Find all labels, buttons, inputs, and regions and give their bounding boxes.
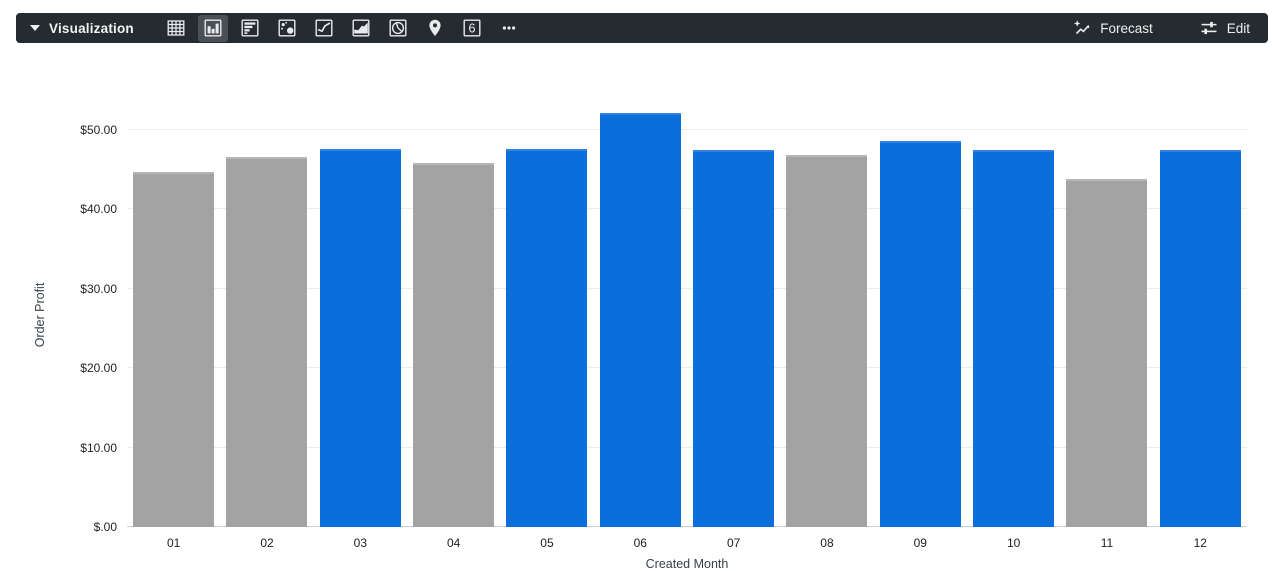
x-tick-label: 12 xyxy=(1154,536,1247,550)
bar-12[interactable] xyxy=(1160,150,1241,527)
x-tick-label: 07 xyxy=(687,536,780,550)
y-axis-tick-labels: $.00$10.00$20.00$30.00$40.00$50.00 xyxy=(0,103,117,527)
chart-type-scatter-button[interactable] xyxy=(272,15,302,42)
bar-band xyxy=(314,103,407,527)
x-tick-label: 10 xyxy=(967,536,1060,550)
chart-type-bar-button[interactable] xyxy=(235,15,265,42)
more-chart-types-button[interactable] xyxy=(494,15,524,42)
forecast-label: Forecast xyxy=(1100,21,1153,36)
bar-series xyxy=(127,103,1247,527)
column-chart-icon xyxy=(202,17,224,39)
bar-04[interactable] xyxy=(413,163,494,527)
bar-band xyxy=(407,103,500,527)
bar-07[interactable] xyxy=(693,150,774,527)
line-chart-icon xyxy=(313,17,335,39)
bar-band xyxy=(874,103,967,527)
area-chart-icon xyxy=(350,17,372,39)
visualization-collapse-toggle[interactable]: Visualization xyxy=(30,21,134,36)
x-tick-label: 09 xyxy=(874,536,967,550)
bar-band xyxy=(967,103,1060,527)
chart-type-map-button[interactable] xyxy=(420,15,450,42)
bar-chart: Order Profit $.00$10.00$20.00$30.00$40.0… xyxy=(0,43,1272,560)
bar-band xyxy=(500,103,593,527)
chart-type-line-button[interactable] xyxy=(309,15,339,42)
forecast-icon xyxy=(1072,18,1092,38)
x-tick-label: 03 xyxy=(314,536,407,550)
chart-type-column-button[interactable] xyxy=(198,15,228,42)
bar-band xyxy=(1060,103,1153,527)
single-value-icon: 6 xyxy=(461,17,483,39)
chart-type-pie-button[interactable] xyxy=(383,15,413,42)
bar-10[interactable] xyxy=(973,150,1054,527)
bar-06[interactable] xyxy=(600,113,681,527)
plot-area xyxy=(127,103,1247,527)
ellipsis-icon xyxy=(498,17,520,39)
bar-band xyxy=(220,103,313,527)
x-tick-label: 05 xyxy=(500,536,593,550)
chart-type-table-button[interactable] xyxy=(161,15,191,42)
x-tick-label: 01 xyxy=(127,536,220,550)
map-pin-icon xyxy=(424,17,446,39)
bar-05[interactable] xyxy=(506,149,587,527)
bar-03[interactable] xyxy=(320,149,401,527)
visualization-title: Visualization xyxy=(49,21,134,36)
horizontal-bar-chart-icon xyxy=(239,17,261,39)
bar-09[interactable] xyxy=(880,141,961,527)
svg-text:6: 6 xyxy=(468,21,475,35)
table-icon xyxy=(165,17,187,39)
chart-type-picker: 6 xyxy=(161,15,524,42)
bar-band xyxy=(594,103,687,527)
bar-01[interactable] xyxy=(133,172,214,527)
bar-02[interactable] xyxy=(226,157,307,527)
x-axis-title: Created Month xyxy=(127,557,1247,571)
bar-band xyxy=(127,103,220,527)
forecast-button[interactable]: Forecast xyxy=(1072,18,1153,38)
visualization-toolbar: Visualization xyxy=(16,13,1268,43)
y-tick-label: $10.00 xyxy=(0,442,117,454)
edit-settings-icon xyxy=(1199,18,1219,38)
bar-11[interactable] xyxy=(1066,179,1147,527)
y-tick-label: $20.00 xyxy=(0,362,117,374)
x-tick-label: 11 xyxy=(1060,536,1153,550)
chart-type-single-value-button[interactable]: 6 xyxy=(457,15,487,42)
bar-08[interactable] xyxy=(786,155,867,527)
x-tick-label: 04 xyxy=(407,536,500,550)
chart-type-area-button[interactable] xyxy=(346,15,376,42)
x-tick-label: 08 xyxy=(780,536,873,550)
edit-label: Edit xyxy=(1227,21,1250,36)
pie-chart-icon xyxy=(387,17,409,39)
caret-down-icon xyxy=(30,25,40,31)
x-tick-label: 06 xyxy=(594,536,687,550)
bar-band xyxy=(780,103,873,527)
bar-band xyxy=(1154,103,1247,527)
y-tick-label: $30.00 xyxy=(0,283,117,295)
y-tick-label: $.00 xyxy=(0,521,117,533)
bar-band xyxy=(687,103,780,527)
x-tick-label: 02 xyxy=(220,536,313,550)
scatter-chart-icon xyxy=(276,17,298,39)
y-tick-label: $40.00 xyxy=(0,203,117,215)
edit-button[interactable]: Edit xyxy=(1199,18,1250,38)
y-tick-label: $50.00 xyxy=(0,124,117,136)
